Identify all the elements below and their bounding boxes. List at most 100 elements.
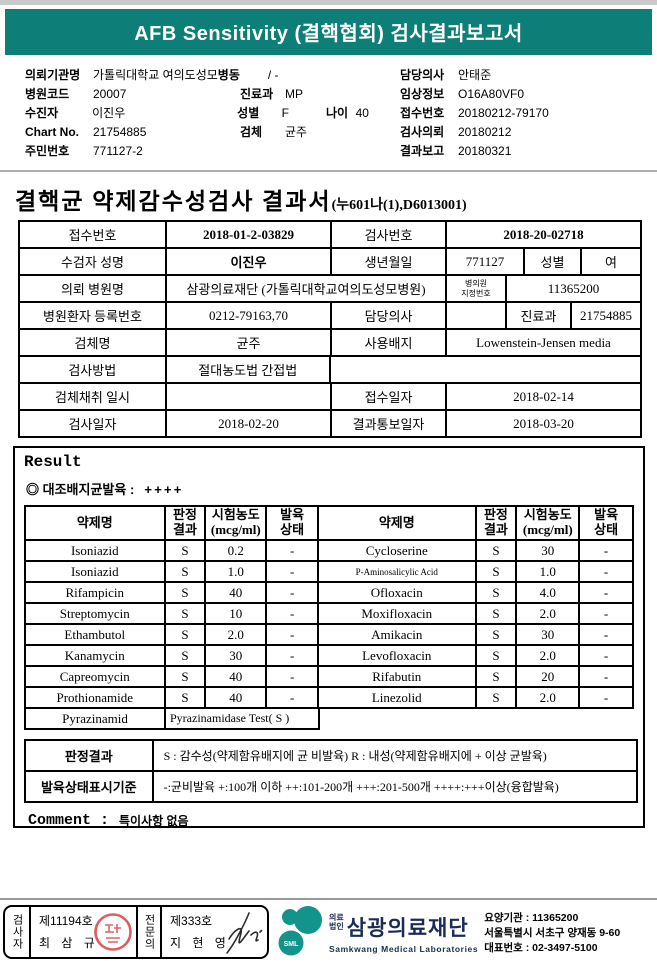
document-title: 결핵균 약제감수성검사 결과서(누601나(1),D6013001) xyxy=(0,172,657,220)
drug-cell: 40 xyxy=(206,688,268,709)
drug-cell: - xyxy=(580,604,634,625)
drug-cell: 0.2 xyxy=(206,541,268,562)
drug-cell: S xyxy=(165,646,207,667)
chart-value: 21754885 xyxy=(93,124,147,139)
specimen-name-value: 균주 xyxy=(167,330,332,357)
drug-cell: 1.0 xyxy=(206,562,268,583)
drug-cell: Isoniazid xyxy=(26,562,166,583)
dept-cell-label: 진료과 xyxy=(507,303,572,330)
care-institution-no: 요양기관 : 11365200 xyxy=(484,912,579,924)
drug-cell: Rifabutin xyxy=(319,667,477,688)
sex-cell-value: 여 xyxy=(582,249,642,276)
result-notice-date-value: 2018-03-20 xyxy=(447,411,642,438)
age-label: 나이 xyxy=(325,106,349,120)
drug-cell: S xyxy=(476,625,518,646)
report-date-value: 20180321 xyxy=(458,143,512,158)
drug-cell: Pyrazinamid xyxy=(26,709,166,730)
drug-cell: - xyxy=(267,688,320,709)
drug-cell: 40 xyxy=(206,583,268,604)
drug-row: Isoniazid S 1.0- P-Aminosalicylic Acid S 1.0- xyxy=(26,562,634,583)
chart-label: Chart No. xyxy=(25,124,79,139)
footer: 검사자 제11194호 최 삼 규 전문의 제333호 지 현 영 xyxy=(0,905,657,965)
drug-cell: 2.0 xyxy=(517,604,581,625)
drug-cell: - xyxy=(267,667,320,688)
drug-cell: 1.0 xyxy=(517,562,581,583)
drug-cell: S xyxy=(165,541,207,562)
drug-cell: Isoniazid xyxy=(26,541,166,562)
drug-cell: - xyxy=(267,562,320,583)
drug-row: Ethambutol S 2.0- Amikacin S 30- xyxy=(26,625,634,646)
info-row-3: 수진자 이진우 성별 F 나이 40 접수번호 20180212-79170 xyxy=(25,103,657,122)
clinic-reg-label-line2: 지정번호 xyxy=(461,288,491,298)
ref-hospital-label: 의뢰 병원명 xyxy=(20,276,167,303)
sex-label: 성별 xyxy=(237,106,260,120)
drug-cell: P-Aminosalicylic Acid xyxy=(319,562,477,583)
examiner-cert-cell: 제11194호 최 삼 규 xyxy=(31,907,136,957)
sex-value: F xyxy=(281,105,289,120)
footer-divider xyxy=(0,898,657,900)
drug-row: Prothionamide S 40- Linezolid S 2.0- xyxy=(26,688,634,709)
drug-sensitivity-table: 약제명 판정 결과 시험농도 (mcg/ml) 발육 상태 약제명 판정 결과 시험농도… xyxy=(24,505,634,730)
result-section: Result ◎ 대조배지균발육 : ++++ 약제명 판정 결과 시험농도 (mcg… xyxy=(13,446,645,829)
legend-row: 판정결과 S : 감수성(약제함유배지에 균 비발육) R : 내성(약제함유배… xyxy=(26,741,638,772)
drug-cell: Kanamycin xyxy=(26,646,166,667)
method-value: 절대농도법 간접법 xyxy=(166,357,331,384)
header-concentration: 시험농도 (mcg/ml) xyxy=(517,507,581,541)
organization-block: 의료 법인 삼광의료재단 Samkwang Medical Laboratori… xyxy=(329,905,478,954)
drug-cell: - xyxy=(267,604,320,625)
header-growth: 발육 상태 xyxy=(267,507,320,541)
drug-cell: - xyxy=(267,625,320,646)
drug-cell: 4.0 xyxy=(517,583,581,604)
method-label: 검사방법 xyxy=(20,357,167,384)
drug-row: Capreomycin S 40- Rifabutin S 20- xyxy=(26,667,634,688)
examinee-value: 이진우 xyxy=(167,249,332,276)
table-row: 수검자 성명 이진우 생년월일 771127 성별 여 xyxy=(20,249,642,276)
hospital-patient-no-label: 병원환자 등록번호 xyxy=(20,303,167,330)
attending-doctor-label: 담당의사 xyxy=(332,303,447,330)
table-row: 의뢰 병원명 삼광의료재단 (가톨릭대학교여의도성모병원) 병의원 지정번호 1… xyxy=(20,276,642,303)
document-title-sub: (누601나(1),D6013001) xyxy=(331,198,467,213)
signature-icon xyxy=(226,912,263,954)
info-row-5: 주민번호 771127-2 결과보고 20180321 xyxy=(25,141,657,160)
drug-cell: - xyxy=(580,583,634,604)
test-date-label: 검사일자 xyxy=(20,411,167,438)
specimen-label: 검체 xyxy=(240,125,263,139)
specimen-name-label: 검체명 xyxy=(20,330,167,357)
examiner-cert-no: 제11194호 xyxy=(39,914,93,928)
drug-cell: Ethambutol xyxy=(26,625,166,646)
ward-value: / - xyxy=(267,67,279,82)
clinic-reg-label: 병의원 지정번호 xyxy=(447,276,507,303)
drug-cell: - xyxy=(580,562,634,583)
drug-cell: 2.0 xyxy=(517,688,581,709)
receipt-value: 20180212-79170 xyxy=(458,105,549,120)
drug-cell: Cycloserine xyxy=(319,541,477,562)
birthdate-label: 생년월일 xyxy=(332,249,447,276)
drug-cell: Streptomycin xyxy=(26,604,166,625)
clinic-reg-label-line1: 병의원 xyxy=(464,279,488,289)
drug-row: Kanamycin S 30- Levofloxacin S 2.0- xyxy=(26,646,634,667)
specialist-name: 지 현 영 xyxy=(170,936,230,950)
table-row: 검사일자 2018-02-20 결과통보일자 2018-03-20 xyxy=(20,411,642,438)
age-value: 40 xyxy=(355,105,369,120)
drug-cell: - xyxy=(267,583,320,604)
header-drug-name: 약제명 xyxy=(319,507,477,541)
patient-info-header: 의뢰기관명 가톨릭대학교 여의도성모 병동 / - 담당의사 안태준 병원코드 … xyxy=(0,55,657,166)
specialist-cert-cell: 제333호 지 현 영 xyxy=(162,907,267,957)
legend-growth-label: 발육상태표시기준 xyxy=(26,772,154,803)
control-growth-line: ◎ 대조배지균발육 : ++++ xyxy=(26,479,634,498)
patient-name: 이진우 xyxy=(92,106,126,120)
header-growth: 발육 상태 xyxy=(580,507,634,541)
drug-cell: - xyxy=(580,688,634,709)
drug-row: Isoniazid S 0.2- Cycloserine S 30- xyxy=(26,541,634,562)
examiner-role-label: 검사자 xyxy=(5,907,31,957)
drug-row: Rifampicin S 40- Ofloxacin S 4.0- xyxy=(26,583,634,604)
clinical-label: 임상정보 xyxy=(400,87,445,101)
hosp-code-value: 20007 xyxy=(93,86,127,101)
drug-cell: 30 xyxy=(517,541,581,562)
ref-hospital-value: 삼광의료재단 (가톨릭대학교여의도성모병원) xyxy=(167,276,447,303)
drug-cell: Linezolid xyxy=(319,688,477,709)
receipt-no-value: 2018-01-2-03829 xyxy=(167,222,332,249)
drug-cell: Prothionamide xyxy=(26,688,166,709)
request-label: 검사의뢰 xyxy=(400,125,445,139)
report-banner-title: AFB Sensitivity (결핵협회) 검사결과보고서 xyxy=(5,9,652,55)
